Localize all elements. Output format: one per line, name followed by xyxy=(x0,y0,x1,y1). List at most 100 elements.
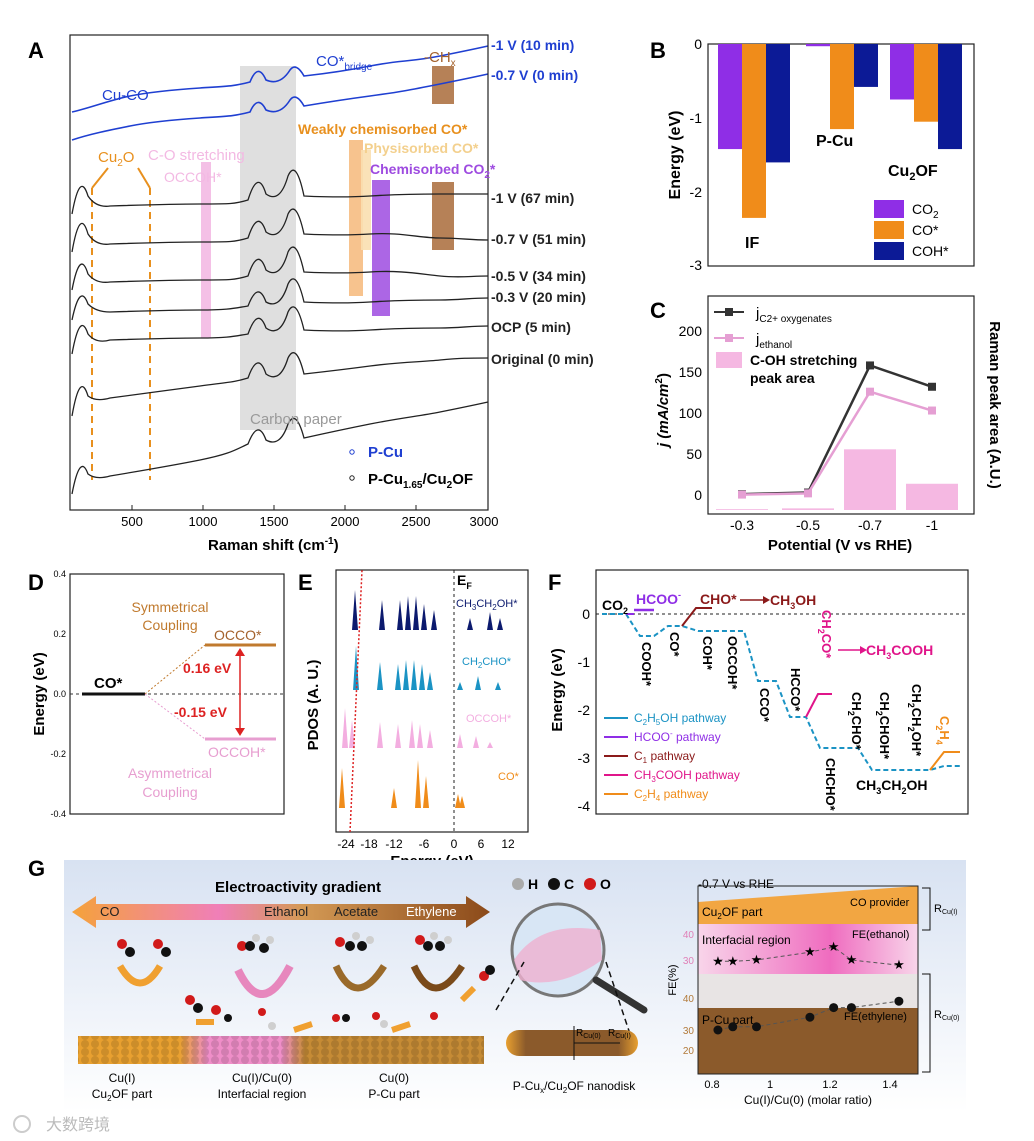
atom-h-icon xyxy=(512,878,524,890)
g-pcu-band xyxy=(698,1000,918,1074)
b-legend-coh-swatch xyxy=(874,242,904,260)
xtick-e-5: 6 xyxy=(478,837,485,851)
xtick-e-4: 0 xyxy=(451,837,458,851)
panel-d-ylabel: Energy (eV) xyxy=(31,652,48,735)
trace-black-6 xyxy=(71,352,489,417)
g-fe-series: ★ ★ ★★ ★★ ★ xyxy=(712,939,905,1035)
chemi-co2-band xyxy=(372,180,390,316)
g-ethanol-point-0: ★ xyxy=(712,953,724,968)
trace-label-blue-1: -1 V (10 min) xyxy=(491,37,574,53)
ytick-f-4: -4 xyxy=(578,798,591,814)
g-cu2of-band xyxy=(698,886,918,930)
legend-pcu2-marker xyxy=(349,475,355,481)
g-ethanol-line xyxy=(717,946,899,966)
c-legend-bar-swatch xyxy=(716,352,742,368)
g-bracket-top xyxy=(922,887,931,931)
panel-e-xticks: -24 -18 -12 -6 0 6 12 xyxy=(337,837,515,851)
g-arrow-ethylene-cycle xyxy=(410,964,465,992)
g-xtick-0: 0.8 xyxy=(704,1079,719,1091)
ytick-f-3: -3 xyxy=(578,750,591,766)
e-pdos-1 xyxy=(340,646,524,690)
ytick-b-0: 0 xyxy=(694,36,702,52)
c-point-1-0 xyxy=(738,490,746,499)
g-ethylene-point-3 xyxy=(805,1012,815,1022)
panel-c-yticks: 0 50 100 150 200 xyxy=(679,323,703,503)
xtick-e-2: -12 xyxy=(385,837,403,851)
panel-d-yticks: 0.4 0.2 0.0 -0.2 -0.4 xyxy=(50,569,66,819)
b-legend-co2-swatch xyxy=(874,200,904,218)
g-xtick-1: 1 xyxy=(767,1079,773,1091)
g-gradient-title: Electroactivity gradient xyxy=(215,879,381,896)
g-slab-atoms xyxy=(78,1036,484,1064)
g-arrow-acetate: Acetate xyxy=(334,904,378,919)
g-xticks: 0.8 1 1.2 1.4 xyxy=(704,1079,897,1091)
f-ch2cho: CH2CHO* xyxy=(846,692,864,751)
b-bar-co-1 xyxy=(830,44,854,130)
ytick-d-3: -0.2 xyxy=(50,749,66,759)
atom-c-icon xyxy=(548,878,560,890)
trace-black-3 xyxy=(71,246,489,291)
panel-d: D 0.4 0.2 0.0 -0.2 -0.4 Energy (eV) CO* … xyxy=(28,569,285,819)
d-asym-2: Coupling xyxy=(142,784,197,800)
g-yticks-top: 40 30 xyxy=(683,930,695,967)
ytick-b-3: -3 xyxy=(690,257,703,273)
f-ch3cooh: CH3COOH xyxy=(866,642,933,661)
g-ethanol-point-1: ★ xyxy=(727,953,739,968)
c-legend-j1-marker xyxy=(725,308,733,316)
watermark-logo-icon xyxy=(13,1115,31,1133)
g-arrow-co: CO xyxy=(100,904,120,919)
g-cu0: Cu(0) xyxy=(379,1071,409,1085)
g-interfacial-band xyxy=(698,924,918,974)
f-hcoo: HCOO- xyxy=(636,590,681,607)
f-legend-3: C1 pathway xyxy=(634,749,695,765)
d-e2: -0.15 eV xyxy=(174,704,228,720)
panel-f-yticks: 0 -1 -2 -3 -4 xyxy=(578,606,591,814)
g-zoom-lines xyxy=(495,961,633,1041)
g-ytick-top-1: 30 xyxy=(683,956,695,967)
panel-a-frame xyxy=(69,34,489,511)
trace-blue-2 xyxy=(71,73,489,141)
c-legend-j2-marker xyxy=(725,334,733,342)
d-e1: 0.16 eV xyxy=(183,660,232,676)
b-cat-pcu: P-Cu xyxy=(816,133,853,150)
g-ytick-top-0: 40 xyxy=(683,930,695,941)
panel-letter-f: F xyxy=(548,570,561,595)
xtick-a-2000: 2000 xyxy=(331,514,360,529)
g-ethanol-point-5: ★ xyxy=(846,952,858,967)
panel-f: F 0 -1 -2 -3 -4 Energy (eV) CO2 HCOO- CH… xyxy=(548,569,969,815)
g-ethanol-point-2: ★ xyxy=(751,952,763,967)
g-cu1: Cu(I) xyxy=(109,1071,136,1085)
g-ethylene-point-4 xyxy=(829,1003,839,1013)
carbon-paper-band xyxy=(240,66,296,430)
g-arrow-co-cycle xyxy=(116,964,164,987)
g-bracket-bot xyxy=(922,973,931,1073)
g-ytick-bot-1: 30 xyxy=(683,1026,695,1037)
panel-a-xticks: 500 1000 1500 2000 2500 3000 xyxy=(121,505,498,529)
panel-c-chart xyxy=(716,361,958,510)
co-stretch-label: C-O stretching xyxy=(148,147,245,164)
xtick-e-1: -18 xyxy=(360,837,378,851)
f-cho: CHO* xyxy=(700,591,737,607)
g-xtick-2: 1.2 xyxy=(822,1079,837,1091)
f-ch2co-arrowhead xyxy=(860,646,867,654)
trace-label-6: Original (0 min) xyxy=(491,351,594,367)
cu2o-label: Cu2O xyxy=(98,149,134,169)
e-label-2: CH2CHO* xyxy=(462,656,512,670)
f-ch3ch2oh: CH3CH2OH xyxy=(856,777,928,796)
g-interfacial: Interfacial region xyxy=(702,933,791,947)
xtick-a-3000: 3000 xyxy=(470,514,499,529)
g-ethanol-point-4: ★ xyxy=(828,939,840,954)
c-line-1 xyxy=(741,390,933,496)
g-ethylene-point-1 xyxy=(728,1022,738,1032)
g-ethylene-point-0 xyxy=(713,1025,723,1035)
trace-black-2 xyxy=(71,208,489,253)
trace-black-1 xyxy=(71,169,488,215)
panel-letter-e: E xyxy=(298,570,313,595)
xtick-a-1500: 1500 xyxy=(260,514,289,529)
g-xtick-3: 1.4 xyxy=(882,1079,897,1091)
panel-letter-g: G xyxy=(28,856,45,881)
f-c1-branch xyxy=(681,607,712,627)
ytick-d-2: 0.0 xyxy=(53,689,66,699)
trace-black-5 xyxy=(71,306,489,355)
xtick-a-2500: 2500 xyxy=(402,514,431,529)
